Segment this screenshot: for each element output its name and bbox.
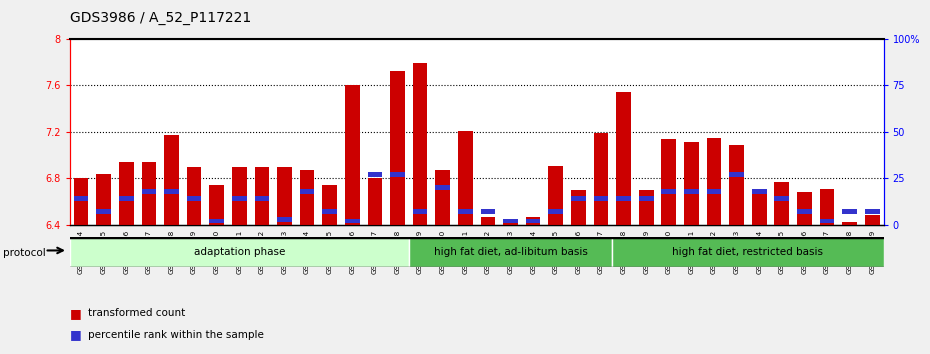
Bar bbox=[73, 196, 88, 201]
Bar bbox=[209, 185, 224, 225]
Bar bbox=[503, 220, 518, 225]
Bar bbox=[503, 219, 518, 223]
Bar bbox=[187, 196, 202, 201]
Bar bbox=[797, 210, 812, 214]
Text: GDS3986 / A_52_P117221: GDS3986 / A_52_P117221 bbox=[70, 11, 251, 25]
Bar bbox=[593, 133, 608, 225]
Bar bbox=[684, 189, 698, 194]
Bar bbox=[255, 196, 269, 201]
Bar bbox=[571, 196, 586, 201]
Bar bbox=[164, 189, 179, 194]
Bar bbox=[277, 217, 292, 222]
Text: high fat diet, restricted basis: high fat diet, restricted basis bbox=[672, 247, 823, 257]
Bar bbox=[843, 222, 857, 225]
Bar bbox=[525, 217, 540, 225]
Bar bbox=[549, 166, 563, 225]
Text: adaptation phase: adaptation phase bbox=[193, 247, 285, 257]
Bar bbox=[323, 185, 337, 225]
Bar bbox=[661, 139, 676, 225]
Bar bbox=[865, 210, 880, 214]
Bar bbox=[819, 189, 834, 225]
Bar bbox=[97, 210, 111, 214]
Text: ■: ■ bbox=[70, 307, 82, 320]
Bar bbox=[232, 167, 246, 225]
Bar bbox=[70, 237, 409, 267]
Bar bbox=[345, 85, 360, 225]
Text: protocol: protocol bbox=[3, 248, 46, 258]
Bar bbox=[751, 189, 766, 194]
Bar bbox=[409, 237, 612, 267]
Text: ■: ■ bbox=[70, 328, 82, 341]
Bar bbox=[391, 72, 405, 225]
Bar bbox=[367, 178, 382, 225]
Bar bbox=[707, 189, 722, 194]
Text: percentile rank within the sample: percentile rank within the sample bbox=[88, 330, 264, 339]
Bar bbox=[751, 190, 766, 225]
Bar bbox=[797, 192, 812, 225]
Bar bbox=[612, 237, 884, 267]
Bar bbox=[119, 162, 134, 225]
Bar bbox=[707, 138, 722, 225]
Bar bbox=[391, 172, 405, 177]
Bar bbox=[119, 196, 134, 201]
Bar bbox=[661, 189, 676, 194]
Bar bbox=[367, 172, 382, 177]
Text: transformed count: transformed count bbox=[88, 308, 186, 318]
Bar bbox=[187, 167, 202, 225]
Bar bbox=[141, 189, 156, 194]
Bar bbox=[458, 210, 472, 214]
Text: high fat diet, ad-libitum basis: high fat diet, ad-libitum basis bbox=[433, 247, 588, 257]
Bar bbox=[729, 172, 744, 177]
Bar bbox=[458, 131, 472, 225]
Bar bbox=[775, 196, 790, 201]
Bar bbox=[593, 196, 608, 201]
Bar bbox=[819, 219, 834, 223]
Bar bbox=[481, 210, 496, 214]
Bar bbox=[684, 142, 698, 225]
Bar bbox=[345, 219, 360, 223]
Bar bbox=[571, 190, 586, 225]
Bar bbox=[639, 190, 654, 225]
Bar bbox=[232, 196, 246, 201]
Bar bbox=[299, 189, 314, 194]
Bar bbox=[435, 185, 450, 190]
Bar bbox=[865, 216, 880, 225]
Bar bbox=[277, 167, 292, 225]
Bar bbox=[413, 63, 428, 225]
Bar bbox=[639, 196, 654, 201]
Bar bbox=[435, 170, 450, 225]
Bar bbox=[413, 210, 428, 214]
Bar bbox=[299, 170, 314, 225]
Bar bbox=[73, 178, 88, 225]
Bar bbox=[481, 217, 496, 225]
Bar bbox=[164, 135, 179, 225]
Bar bbox=[97, 174, 111, 225]
Bar bbox=[323, 210, 337, 214]
Bar bbox=[775, 182, 790, 225]
Bar bbox=[141, 162, 156, 225]
Bar bbox=[617, 92, 631, 225]
Bar bbox=[209, 219, 224, 223]
Bar bbox=[525, 219, 540, 223]
Bar bbox=[549, 210, 563, 214]
Bar bbox=[617, 196, 631, 201]
Bar bbox=[255, 167, 269, 225]
Bar bbox=[729, 145, 744, 225]
Bar bbox=[843, 210, 857, 214]
